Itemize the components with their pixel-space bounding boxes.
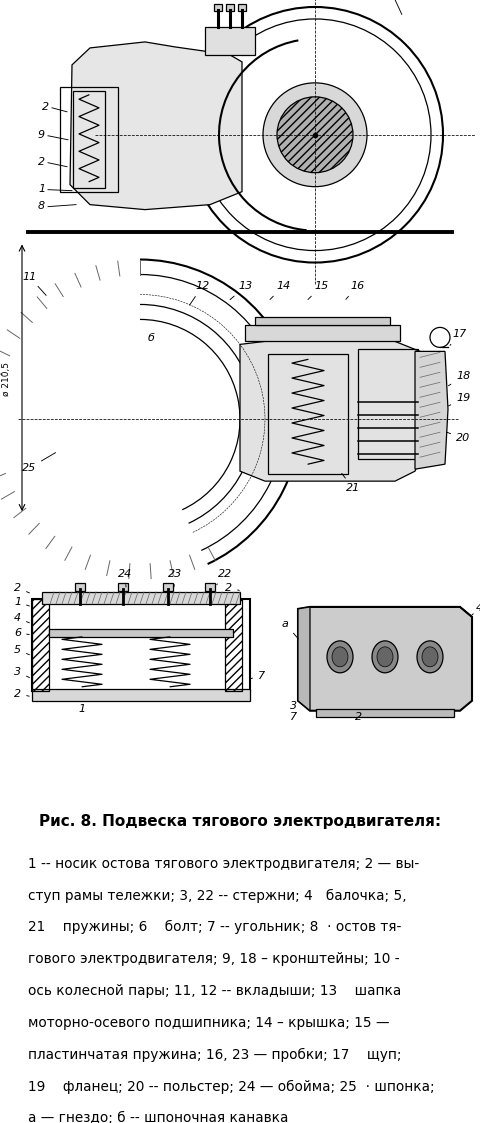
Text: а — гнездо; б -- шпоночная канавка: а — гнездо; б -- шпоночная канавка <box>28 1112 288 1123</box>
Circle shape <box>277 97 353 173</box>
Bar <box>205 583 215 591</box>
Bar <box>163 583 173 591</box>
Text: 21    пружины; 6    болт; 7 -- угольник; 8  · остов тя-: 21 пружины; 6 болт; 7 -- угольник; 8 · о… <box>28 921 401 934</box>
Bar <box>60 86 118 192</box>
Polygon shape <box>298 606 310 711</box>
Text: 9: 9 <box>38 130 45 139</box>
Bar <box>32 599 49 691</box>
Text: 16: 16 <box>346 282 364 300</box>
Bar <box>75 583 85 591</box>
Bar <box>118 583 128 591</box>
Text: 19    фланец; 20 -- польстер; 24 — обойма; 25  · шпонка;: 19 фланец; 20 -- польстер; 24 — обойма; … <box>28 1079 434 1094</box>
Polygon shape <box>298 606 472 711</box>
Text: 7: 7 <box>250 670 265 681</box>
Text: 2: 2 <box>355 712 362 722</box>
Text: ø 210,5: ø 210,5 <box>2 363 11 396</box>
Text: 15: 15 <box>308 282 328 300</box>
Text: 2: 2 <box>14 583 29 593</box>
Text: 5: 5 <box>14 645 29 655</box>
Bar <box>255 318 390 326</box>
Text: 22: 22 <box>216 569 232 585</box>
Bar <box>268 355 348 474</box>
Text: 3: 3 <box>14 667 29 677</box>
Text: ось колесной пары; 11, 12 -- вкладыши; 13    шапка: ось колесной пары; 11, 12 -- вкладыши; 1… <box>28 984 401 998</box>
Text: 24: 24 <box>118 569 132 587</box>
Text: гового электродвигателя; 9, 18 – кронштейны; 10 -: гового электродвигателя; 9, 18 – кронште… <box>28 952 399 966</box>
Text: ступ рамы тележки; 3, 22 -- стержни; 4   балочка; 5,: ступ рамы тележки; 3, 22 -- стержни; 4 б… <box>28 888 407 903</box>
Text: 2: 2 <box>14 688 29 699</box>
Polygon shape <box>240 341 420 481</box>
Text: пластинчатая пружина; 16, 23 — пробки; 17    щуп;: пластинчатая пружина; 16, 23 — пробки; 1… <box>28 1048 401 1061</box>
Text: 2: 2 <box>225 583 240 593</box>
Text: 1: 1 <box>78 704 85 714</box>
Text: 25: 25 <box>22 453 56 473</box>
Text: 2: 2 <box>42 102 49 112</box>
Text: 4: 4 <box>14 613 29 623</box>
Text: 6: 6 <box>14 628 29 638</box>
Text: моторно-осевого подшипника; 14 – крышка; 15 —: моторно-осевого подшипника; 14 – крышка;… <box>28 1016 389 1030</box>
Bar <box>32 688 250 701</box>
Text: 10: 10 <box>383 0 402 15</box>
Bar <box>214 4 222 11</box>
Circle shape <box>263 83 367 186</box>
Text: 17: 17 <box>450 329 466 346</box>
Bar <box>32 599 250 691</box>
Bar <box>316 709 454 716</box>
Text: 4: 4 <box>472 603 480 615</box>
Text: 14: 14 <box>270 282 290 300</box>
Text: 1 -- носик остова тягового электродвигателя; 2 — вы-: 1 -- носик остова тягового электродвигат… <box>28 857 419 870</box>
Ellipse shape <box>417 641 443 673</box>
Bar <box>73 91 105 188</box>
Text: 19: 19 <box>448 393 470 407</box>
Text: Рис. 8. Подвеска тягового электродвигателя:: Рис. 8. Подвеска тягового электродвигате… <box>39 814 441 829</box>
Text: 2: 2 <box>38 157 45 166</box>
Text: б: б <box>148 334 155 344</box>
Bar <box>42 592 240 604</box>
Text: 13: 13 <box>230 282 252 300</box>
Text: 21: 21 <box>342 474 360 493</box>
Ellipse shape <box>372 641 398 673</box>
Text: 1: 1 <box>14 597 29 606</box>
Bar <box>49 629 233 637</box>
Ellipse shape <box>422 647 438 667</box>
Polygon shape <box>70 42 242 210</box>
Text: 12: 12 <box>190 282 209 305</box>
Polygon shape <box>415 351 448 469</box>
Polygon shape <box>310 606 472 617</box>
Text: 8: 8 <box>38 201 45 211</box>
Ellipse shape <box>332 647 348 667</box>
Text: 11: 11 <box>22 272 46 295</box>
Bar <box>238 4 246 11</box>
Text: 23: 23 <box>168 569 182 587</box>
Bar <box>358 349 418 459</box>
Text: 20: 20 <box>446 432 470 444</box>
Ellipse shape <box>327 641 353 673</box>
Bar <box>205 27 255 55</box>
Text: 1: 1 <box>38 184 45 193</box>
Bar <box>226 4 234 11</box>
Text: 18: 18 <box>448 372 470 386</box>
Text: 7: 7 <box>290 712 297 722</box>
Text: 3: 3 <box>290 701 297 711</box>
Text: a: a <box>282 619 298 639</box>
Ellipse shape <box>377 647 393 667</box>
Bar <box>225 599 242 691</box>
Bar <box>245 326 400 341</box>
